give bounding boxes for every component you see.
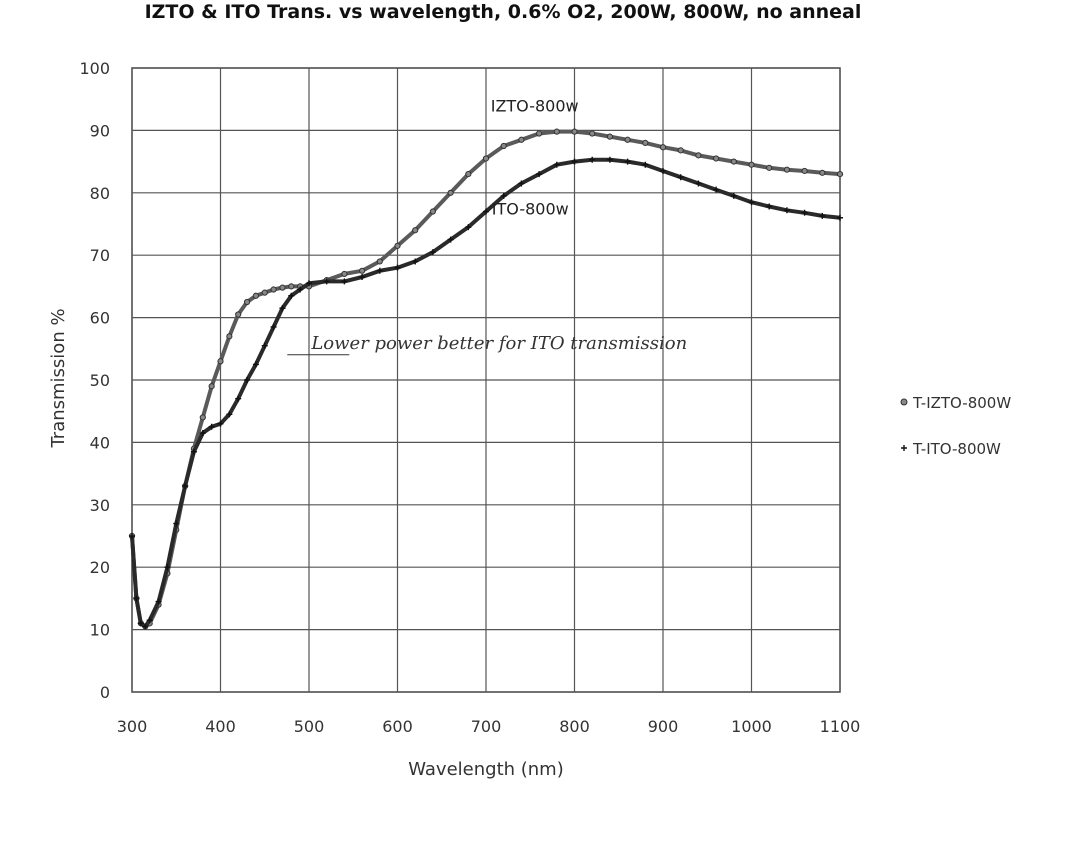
x-axis-label: Wavelength (nm) — [408, 759, 564, 780]
x-tick-label: 1000 — [731, 717, 772, 736]
data-point — [227, 334, 232, 339]
data-point — [413, 228, 418, 233]
legend: T-IZTO-800W T-ITO-800W — [901, 394, 1011, 458]
data-point — [607, 134, 612, 139]
data-point — [572, 129, 577, 134]
data-point — [200, 415, 205, 420]
y-tick-label: 60 — [90, 309, 110, 328]
data-point — [696, 153, 701, 158]
data-point — [483, 156, 488, 161]
y-axis-label: Transmission % — [48, 308, 69, 448]
data-point — [218, 359, 223, 364]
data-point — [430, 209, 435, 214]
legend-label: T-ITO-800W — [912, 440, 1001, 458]
annotation-series-label: IZTO-800w — [491, 97, 579, 116]
y-tick-label: 40 — [90, 433, 110, 452]
x-tick-label: 400 — [205, 717, 236, 736]
data-point — [377, 259, 382, 264]
y-tick-label: 20 — [90, 558, 110, 577]
data-point — [660, 145, 665, 150]
data-point — [519, 137, 524, 142]
data-point — [253, 293, 258, 298]
y-tick-label: 80 — [90, 184, 110, 203]
data-point — [262, 290, 267, 295]
y-tick-label: 0 — [100, 683, 110, 702]
data-point — [590, 131, 595, 136]
data-point — [767, 165, 772, 170]
x-tick-label: 1100 — [820, 717, 861, 736]
data-point — [678, 148, 683, 153]
data-point — [342, 271, 347, 276]
data-point — [501, 143, 506, 148]
data-point — [749, 162, 754, 167]
annotation-layer: IZTO-800w ITO-800w Lower power better for … — [287, 97, 687, 355]
x-tick-label: 700 — [471, 717, 502, 736]
legend-circle-icon — [901, 399, 907, 405]
x-tick-label: 600 — [382, 717, 413, 736]
data-point — [714, 156, 719, 161]
x-tick-label: 800 — [559, 717, 590, 736]
legend-plus-icon — [901, 445, 907, 451]
x-axis-ticks: 300 400 500 600 700 800 900 1000 1100 — [117, 717, 861, 736]
legend-item: T-IZTO-800W — [901, 394, 1011, 412]
data-point — [554, 129, 559, 134]
y-tick-label: 50 — [90, 371, 110, 390]
x-tick-label: 500 — [294, 717, 325, 736]
data-point — [837, 171, 842, 176]
legend-item: T-ITO-800W — [901, 440, 1001, 458]
x-tick-label: 900 — [648, 717, 679, 736]
annotation-note: Lower power better for ITO transmission — [310, 333, 687, 354]
y-tick-label: 70 — [90, 246, 110, 265]
x-tick-label: 300 — [117, 717, 148, 736]
data-point — [448, 190, 453, 195]
data-point — [236, 312, 241, 317]
data-point — [643, 140, 648, 145]
data-point — [802, 168, 807, 173]
y-axis-ticks: 0 10 20 30 40 50 60 70 80 90 100 — [79, 59, 110, 702]
chart-title: IZTO & ITO Trans. vs wavelength, 0.6% O2… — [145, 1, 862, 23]
y-tick-label: 10 — [90, 621, 110, 640]
y-tick-label: 100 — [79, 59, 110, 78]
data-point — [466, 171, 471, 176]
data-point — [395, 243, 400, 248]
data-point — [289, 284, 294, 289]
data-point — [244, 299, 249, 304]
data-point — [625, 137, 630, 142]
data-point — [537, 131, 542, 136]
data-point — [280, 285, 285, 290]
legend-label: T-IZTO-800W — [912, 394, 1011, 412]
annotation-series-label: ITO-800w — [492, 200, 569, 219]
y-tick-label: 30 — [90, 496, 110, 515]
data-point — [731, 159, 736, 164]
data-point — [360, 268, 365, 273]
data-point — [271, 287, 276, 292]
data-point — [209, 384, 214, 389]
y-tick-label: 90 — [90, 121, 110, 140]
data-point — [820, 170, 825, 175]
data-point — [784, 167, 789, 172]
